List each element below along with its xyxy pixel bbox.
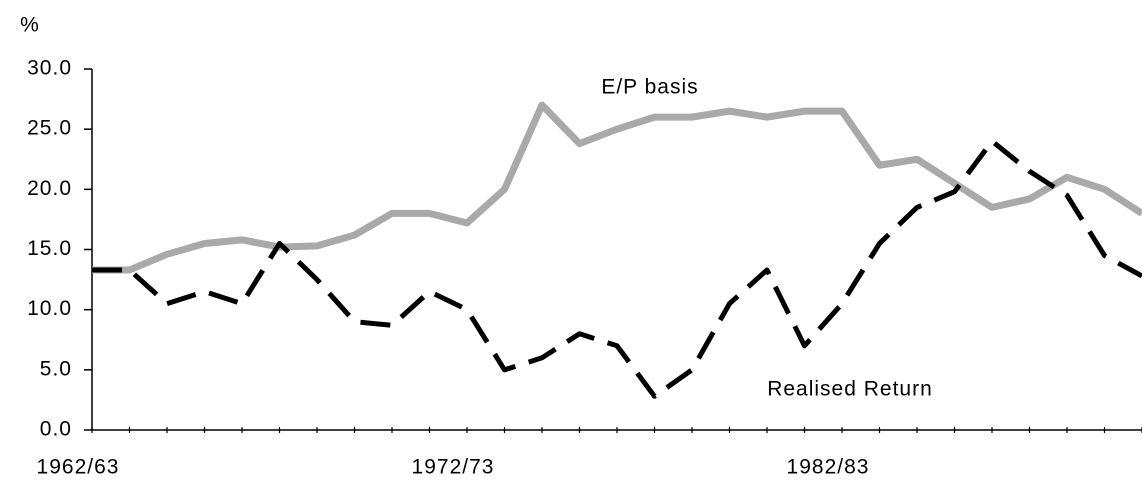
series-annotation: Realised Return (767, 378, 933, 401)
series-annotation: E/P basis (601, 76, 698, 99)
y-tick-label: 25.0 (27, 117, 72, 140)
y-tick-label: 5.0 (40, 357, 72, 380)
y-tick-label: 30.0 (27, 57, 72, 80)
x-tick-label: 1982/83 (787, 456, 870, 479)
x-tick-label: 1962/63 (37, 456, 120, 479)
x-tick-label: 1972/73 (412, 456, 495, 479)
series-line (92, 101, 1142, 274)
y-tick-label: 20.0 (27, 177, 72, 200)
y-tick-label: 15.0 (27, 237, 72, 260)
y-tick-label: 0.0 (40, 418, 72, 441)
y-tick-label: 10.0 (27, 297, 72, 320)
series-line (92, 138, 1142, 399)
y-unit: % (20, 14, 40, 37)
